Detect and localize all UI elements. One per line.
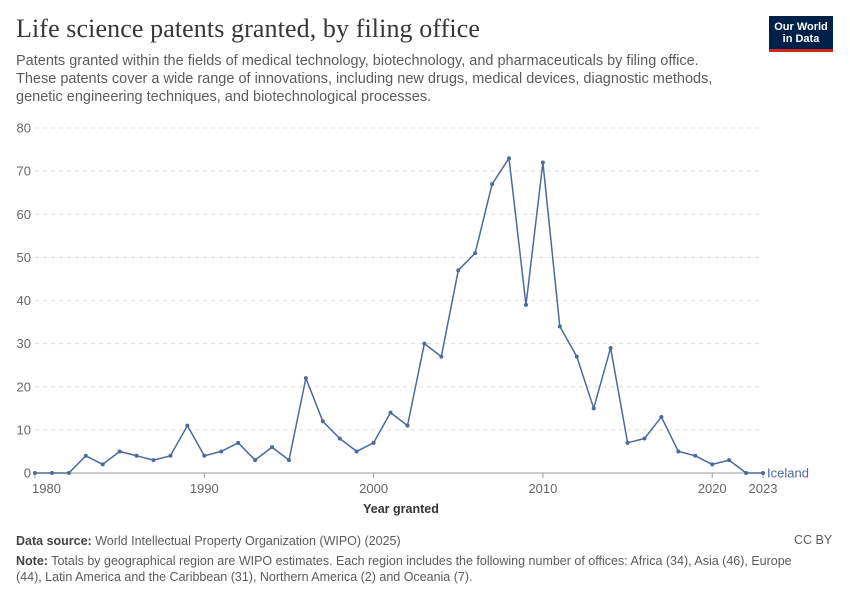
data-point	[625, 440, 630, 445]
data-point	[100, 462, 105, 467]
data-point	[33, 471, 37, 475]
chart-title: Life science patents granted, by filing …	[16, 14, 480, 43]
data-point	[507, 156, 512, 161]
data-point	[219, 449, 224, 454]
x-axis-ticks: 1980 1990 2000 2010 2020 2023	[32, 473, 777, 496]
source-label: Data source:	[16, 534, 92, 548]
data-point	[202, 453, 207, 458]
y-tick-label: 20	[17, 379, 31, 394]
data-source: Data source: World Intellectual Property…	[16, 533, 696, 549]
y-tick-label: 60	[17, 207, 31, 222]
y-tick-label: 50	[17, 250, 31, 265]
data-point	[523, 302, 528, 307]
y-axis-ticks: 0 10 20 30 40 50 60 70 80	[17, 121, 31, 481]
data-point	[591, 406, 596, 411]
x-tick-label: 1980	[32, 481, 61, 496]
data-point	[608, 345, 613, 350]
data-point	[659, 414, 664, 419]
data-point	[490, 182, 495, 187]
data-point	[727, 458, 732, 463]
data-point	[761, 471, 765, 475]
y-tick-label: 80	[17, 121, 31, 136]
chart-note: Note: Totals by geographical region are …	[16, 553, 816, 585]
data-point	[354, 449, 359, 454]
series-label: Iceland	[767, 466, 809, 481]
x-tick-label: 1990	[190, 481, 219, 496]
data-point	[134, 453, 139, 458]
data-point	[49, 471, 54, 475]
note-label: Note:	[16, 554, 48, 568]
y-tick-label: 70	[17, 164, 31, 179]
data-point	[371, 440, 376, 445]
y-tick-label: 0	[24, 466, 31, 481]
data-point	[185, 423, 190, 428]
data-point	[66, 471, 71, 475]
data-point	[286, 458, 291, 463]
data-point	[422, 341, 427, 346]
y-tick-label: 30	[17, 336, 31, 351]
data-point	[744, 471, 749, 475]
license-link[interactable]: CC BY	[794, 533, 833, 547]
data-point	[388, 410, 393, 415]
x-tick-label: 2020	[698, 481, 727, 496]
chart-subtitle: Patents granted within the fields of med…	[16, 53, 713, 105]
note-text: Totals by geographical region are WIPO e…	[16, 554, 792, 584]
data-point	[439, 354, 444, 359]
data-point	[557, 324, 562, 329]
x-tick-label: 2023	[749, 481, 778, 496]
data-point	[456, 268, 461, 273]
data-point	[303, 376, 308, 381]
owid-logo[interactable]: Our World in Data	[769, 16, 833, 52]
data-point	[642, 436, 647, 441]
data-point	[253, 458, 258, 463]
data-point	[337, 436, 342, 441]
data-point	[117, 449, 122, 454]
data-point	[320, 419, 325, 424]
data-point	[473, 251, 478, 256]
logo-line-1: Our World	[774, 21, 828, 33]
data-point	[710, 462, 715, 467]
x-axis-label: Year granted	[363, 502, 439, 516]
data-point	[83, 453, 88, 458]
data-point	[574, 354, 579, 359]
logo-line-2: in Data	[782, 33, 820, 45]
x-tick-label: 2010	[528, 481, 557, 496]
data-point	[236, 440, 241, 445]
series-line	[35, 157, 763, 474]
x-tick-label: 2000	[359, 481, 388, 496]
y-tick-label: 40	[17, 293, 31, 308]
data-point	[693, 453, 698, 458]
data-point	[151, 458, 156, 463]
data-point	[168, 453, 173, 458]
data-point	[540, 160, 545, 165]
data-point	[270, 445, 275, 450]
source-text[interactable]: World Intellectual Property Organization…	[95, 534, 401, 548]
data-point	[676, 449, 681, 454]
y-tick-label: 10	[17, 422, 31, 437]
data-point	[405, 423, 410, 428]
grid-lines	[35, 127, 763, 431]
series-layer: Iceland	[33, 156, 809, 481]
